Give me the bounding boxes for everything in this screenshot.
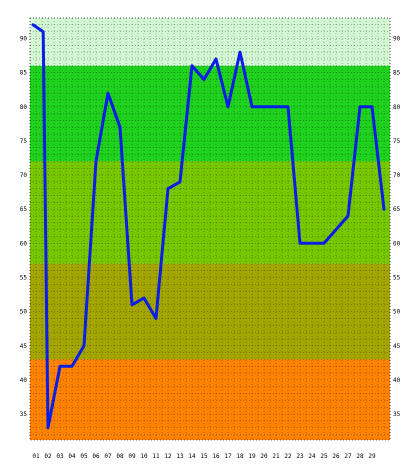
y-tick-label-left: 85	[20, 70, 28, 77]
plot-border	[29, 17, 391, 441]
x-tick-label: 14	[188, 453, 196, 460]
grid-lines	[29, 17, 391, 440]
y-tick-label-right: 85	[393, 70, 401, 77]
y-tick-labels-right: 35 40 45 50 55 60 65 70 75 80 85 90	[393, 35, 401, 418]
y-tick-label-left: 45	[20, 343, 28, 350]
x-tick-label: 18	[236, 453, 244, 460]
y-tick-label-left: 70	[20, 172, 28, 179]
x-tick-label: 07	[104, 453, 112, 460]
y-tick-label-left: 80	[20, 104, 28, 111]
y-tick-label-right: 60	[393, 240, 401, 247]
x-tick-label: 15	[200, 453, 208, 460]
y-tick-label-left: 60	[20, 240, 28, 247]
x-tick-label: 10	[140, 453, 148, 460]
x-tick-label: 22	[284, 453, 292, 460]
x-tick-label: 26	[332, 453, 340, 460]
y-tick-labels-left: 35 40 45 50 55 60 65 70 75 80 85 90	[20, 35, 28, 418]
x-tick-label: 03	[56, 453, 64, 460]
plot-frame	[29, 17, 391, 441]
x-tick-label: 21	[272, 453, 280, 460]
y-tick-label-right: 45	[393, 343, 401, 350]
x-tick-label: 19	[248, 453, 256, 460]
y-tick-label-left: 35	[20, 411, 28, 418]
series-lines	[31, 23, 386, 430]
x-tick-label: 02	[44, 453, 52, 460]
y-tick-label-right: 40	[393, 377, 401, 384]
y-tick-label-right: 90	[393, 35, 401, 42]
x-tick-label: 28	[356, 453, 364, 460]
band-2	[30, 161, 390, 264]
x-tick-label: 17	[224, 453, 232, 460]
x-tick-label: 06	[92, 453, 100, 460]
x-tick-label: 12	[164, 453, 172, 460]
x-tick-label: 23	[296, 453, 304, 460]
band-0	[30, 18, 390, 66]
y-tick-label-right: 55	[393, 274, 401, 281]
x-tick-label: 01	[32, 453, 40, 460]
x-tick-label: 11	[152, 453, 160, 460]
x-tick-labels: 01 02 03 04 05 06 07 08 09 10 11 12 13 14 15 16 17 18 19 20…	[32, 453, 376, 460]
y-tick-label-right: 75	[393, 138, 401, 145]
y-tick-label-right: 50	[393, 309, 401, 316]
x-tick-label: 27	[344, 453, 352, 460]
y-tick-label-left: 90	[20, 35, 28, 42]
x-tick-label: 04	[68, 453, 76, 460]
y-tick-label-right: 70	[393, 172, 401, 179]
y-tick-label-right: 80	[393, 104, 401, 111]
x-tick-label: 20	[260, 453, 268, 460]
x-tick-label: 24	[308, 453, 316, 460]
x-tick-label: 13	[176, 453, 184, 460]
x-tick-label: 16	[212, 453, 220, 460]
x-tick-label: 25	[320, 453, 328, 460]
x-tick-label: 05	[80, 453, 88, 460]
y-tick-label-right: 35	[393, 411, 401, 418]
y-tick-label-right: 65	[393, 206, 401, 213]
x-tick-label: 08	[116, 453, 124, 460]
x-tick-label: 29	[368, 453, 376, 460]
y-tick-label-left: 75	[20, 138, 28, 145]
y-tick-label-left: 40	[20, 377, 28, 384]
x-tick-label: 09	[128, 453, 136, 460]
series-line-0	[31, 23, 386, 430]
y-tick-label-left: 55	[20, 274, 28, 281]
y-tick-label-left: 65	[20, 206, 28, 213]
y-tick-label-left: 50	[20, 309, 28, 316]
